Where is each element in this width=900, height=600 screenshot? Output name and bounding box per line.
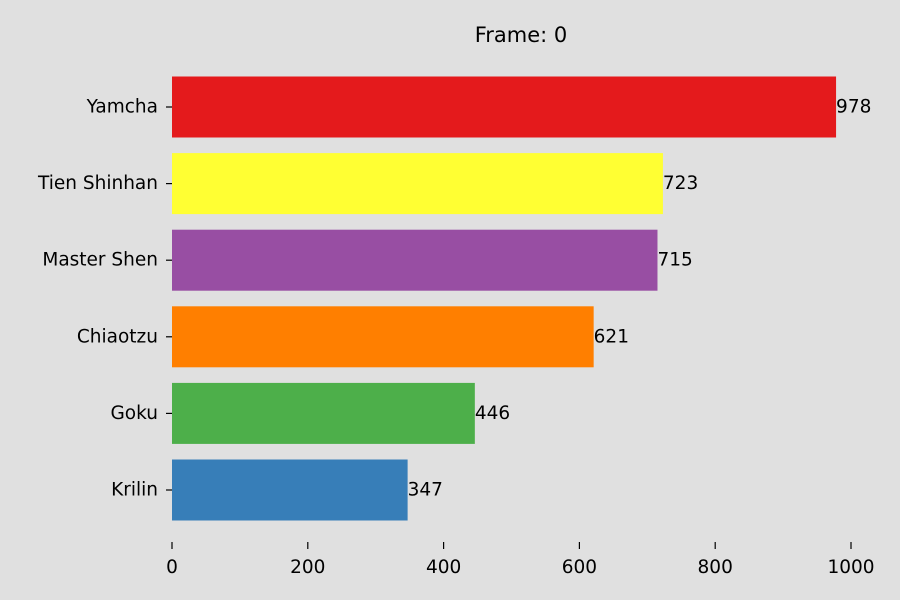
- chart-title: Frame: 0: [475, 23, 568, 47]
- x-tick-label-0: 0: [166, 557, 178, 578]
- category-label-goku: Goku: [110, 403, 158, 424]
- category-label-master-shen: Master Shen: [42, 250, 158, 271]
- bar-krilin: [172, 459, 408, 521]
- bar-tien-shinhan: [172, 153, 663, 215]
- bar-goku: [172, 382, 475, 444]
- bar-chiaotzu: [172, 306, 594, 368]
- x-tick-label-800: 800: [698, 557, 733, 578]
- value-label-yamcha: 978: [836, 97, 871, 118]
- category-label-krilin: Krilin: [111, 480, 158, 501]
- value-label-tien-shinhan: 723: [663, 173, 698, 194]
- value-labels-group: 978 723 715 621 446 347: [408, 97, 872, 501]
- x-tick-label-400: 400: [426, 557, 461, 578]
- x-tick-label-200: 200: [290, 557, 325, 578]
- x-tick-label-1000: 1000: [827, 557, 874, 578]
- value-label-master-shen: 715: [657, 250, 692, 271]
- bars-group: [172, 76, 837, 521]
- category-label-yamcha: Yamcha: [86, 97, 158, 118]
- value-label-goku: 446: [475, 403, 510, 424]
- bar-master-shen: [172, 229, 658, 291]
- x-tick-label-600: 600: [562, 557, 597, 578]
- value-label-chiaotzu: 621: [594, 326, 629, 347]
- bar-yamcha: [172, 76, 837, 138]
- x-axis-ticks-group: 0 200 400 600 800 1000: [166, 542, 875, 578]
- category-label-chiaotzu: Chiaotzu: [77, 326, 158, 347]
- value-label-krilin: 347: [408, 480, 443, 501]
- category-label-tien-shinhan: Tien Shinhan: [37, 173, 158, 194]
- category-labels-group: Yamcha Tien Shinhan Master Shen Chiaotzu Gok…: [37, 97, 172, 501]
